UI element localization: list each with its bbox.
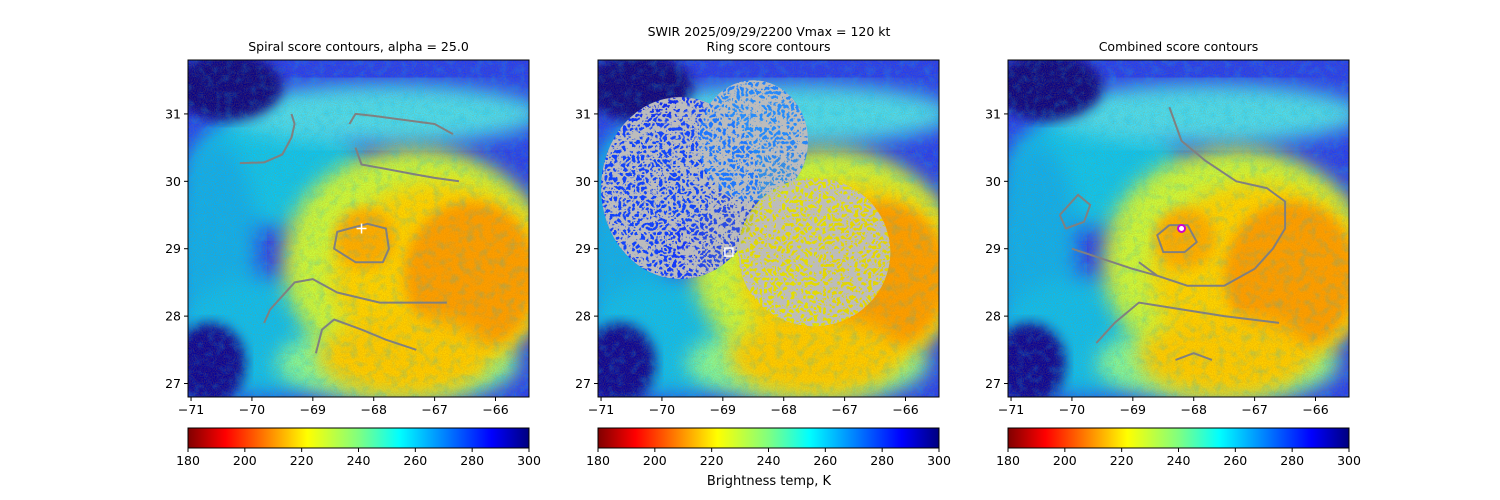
axes-frame xyxy=(597,59,940,398)
contour-line xyxy=(1071,247,1158,277)
contour-line xyxy=(314,318,417,354)
colorbar-tick-label: 200 xyxy=(1053,453,1077,468)
y-tick-label: 30 xyxy=(165,174,181,189)
y-tick-label: 29 xyxy=(165,241,181,256)
colorbar: 180 200 220 240 260 280 300 xyxy=(176,427,541,468)
x-tick-label: −71 xyxy=(178,402,204,417)
contour-line xyxy=(354,147,460,183)
x-tick-label: −67 xyxy=(831,402,857,417)
y-tick-label: 27 xyxy=(575,376,591,391)
contour-line xyxy=(1058,193,1092,230)
colorbar-tick-label: 300 xyxy=(927,453,951,468)
contour-line xyxy=(1095,301,1280,344)
center-circle-marker xyxy=(1177,224,1187,233)
y-tick-label: 28 xyxy=(165,309,181,324)
y-tick-label: 28 xyxy=(575,309,591,324)
x-tick-label: −70 xyxy=(239,402,265,417)
colorbar-tick-label: 220 xyxy=(700,453,724,468)
y-tick-label: 29 xyxy=(575,241,591,256)
panel-3: Combined score contours −71 −70 −69 −68 −67 −6… xyxy=(985,39,1361,468)
ring-contour-2 xyxy=(698,80,809,202)
ring-score-regions xyxy=(601,80,891,327)
contour-line xyxy=(1138,106,1287,287)
contour-line xyxy=(239,113,296,165)
colorbar-tick-label: 240 xyxy=(347,453,371,468)
colorbar-tick-label: 280 xyxy=(460,453,484,468)
y-tick-label: 31 xyxy=(985,106,1001,121)
ring-contour-3 xyxy=(738,177,891,327)
axes-frame xyxy=(1007,59,1350,398)
contour-line xyxy=(348,112,454,135)
colorbar-tick-label: 180 xyxy=(586,453,610,468)
colorbar-tick-label: 200 xyxy=(233,453,257,468)
center-plus-marker xyxy=(356,223,367,234)
colorbar-gradient xyxy=(1007,427,1350,449)
y-tick-label: 27 xyxy=(165,376,181,391)
colorbar-tick-label: 220 xyxy=(290,453,314,468)
x-tick-label: −69 xyxy=(300,402,326,417)
panel-2: Ring score contours −71 −70 −69 −68 −67 −66 27 2… xyxy=(575,39,951,468)
colorbar-tick-label: 280 xyxy=(1280,453,1304,468)
colorbar-tick-label: 180 xyxy=(996,453,1020,468)
colorbar-tick-label: 240 xyxy=(757,453,781,468)
y-tick-label: 30 xyxy=(985,174,1001,189)
panel-title: Combined score contours xyxy=(1099,39,1259,54)
colorbar-tick-label: 220 xyxy=(1110,453,1134,468)
y-tick-label: 31 xyxy=(165,106,181,121)
contour-line xyxy=(1156,224,1198,254)
contour-line xyxy=(1175,352,1213,361)
x-tick-label: −66 xyxy=(482,402,508,417)
panel-1: Spiral score contours, alpha = 25.0 −71 −7… xyxy=(165,39,541,468)
y-tick-label: 27 xyxy=(985,376,1001,391)
colorbar: 180 200 220 240 260 280 300 xyxy=(586,427,951,468)
y-tick-label: 28 xyxy=(985,309,1001,324)
y-tick-label: 30 xyxy=(575,174,591,189)
panel-title: Ring score contours xyxy=(706,39,830,54)
colorbar-tick-label: 260 xyxy=(403,453,427,468)
colorbar-gradient xyxy=(597,427,940,449)
contour-line xyxy=(263,278,447,324)
colorbar-tick-label: 260 xyxy=(813,453,837,468)
figure-suptitle: SWIR 2025/09/29/2200 Vmax = 120 kt xyxy=(648,24,891,39)
x-tick-label: −71 xyxy=(998,402,1024,417)
x-tick-label: −69 xyxy=(1120,402,1146,417)
contour-line xyxy=(333,222,390,264)
x-tick-label: −67 xyxy=(1241,402,1267,417)
x-tick-label: −70 xyxy=(649,402,675,417)
colorbar-tick-label: 200 xyxy=(643,453,667,468)
colorbar-tick-label: 180 xyxy=(176,453,200,468)
x-tick-label: −69 xyxy=(710,402,736,417)
x-tick-label: −66 xyxy=(1302,402,1328,417)
panel-title: Spiral score contours, alpha = 25.0 xyxy=(248,39,469,54)
colorbar-tick-label: 300 xyxy=(517,453,541,468)
x-tick-label: −67 xyxy=(421,402,447,417)
x-tick-label: −70 xyxy=(1059,402,1085,417)
x-tick-label: −68 xyxy=(1181,402,1207,417)
colorbar-label: Brightness temp, K xyxy=(707,474,832,489)
colorbar-tick-label: 300 xyxy=(1337,453,1361,468)
brightness-temp-image xyxy=(598,60,939,397)
colorbar-tick-label: 240 xyxy=(1167,453,1191,468)
x-tick-label: −68 xyxy=(361,402,387,417)
x-tick-label: −66 xyxy=(892,402,918,417)
colorbar: 180 200 220 240 260 280 300 xyxy=(996,427,1361,468)
colorbar-tick-label: 280 xyxy=(870,453,894,468)
center-square-marker xyxy=(724,247,734,257)
x-tick-label: −68 xyxy=(771,402,797,417)
y-tick-label: 31 xyxy=(575,106,591,121)
x-tick-label: −71 xyxy=(588,402,614,417)
colorbar-gradient xyxy=(187,427,530,449)
axes-frame xyxy=(187,59,530,398)
y-tick-label: 29 xyxy=(985,241,1001,256)
colorbar-tick-label: 260 xyxy=(1223,453,1247,468)
